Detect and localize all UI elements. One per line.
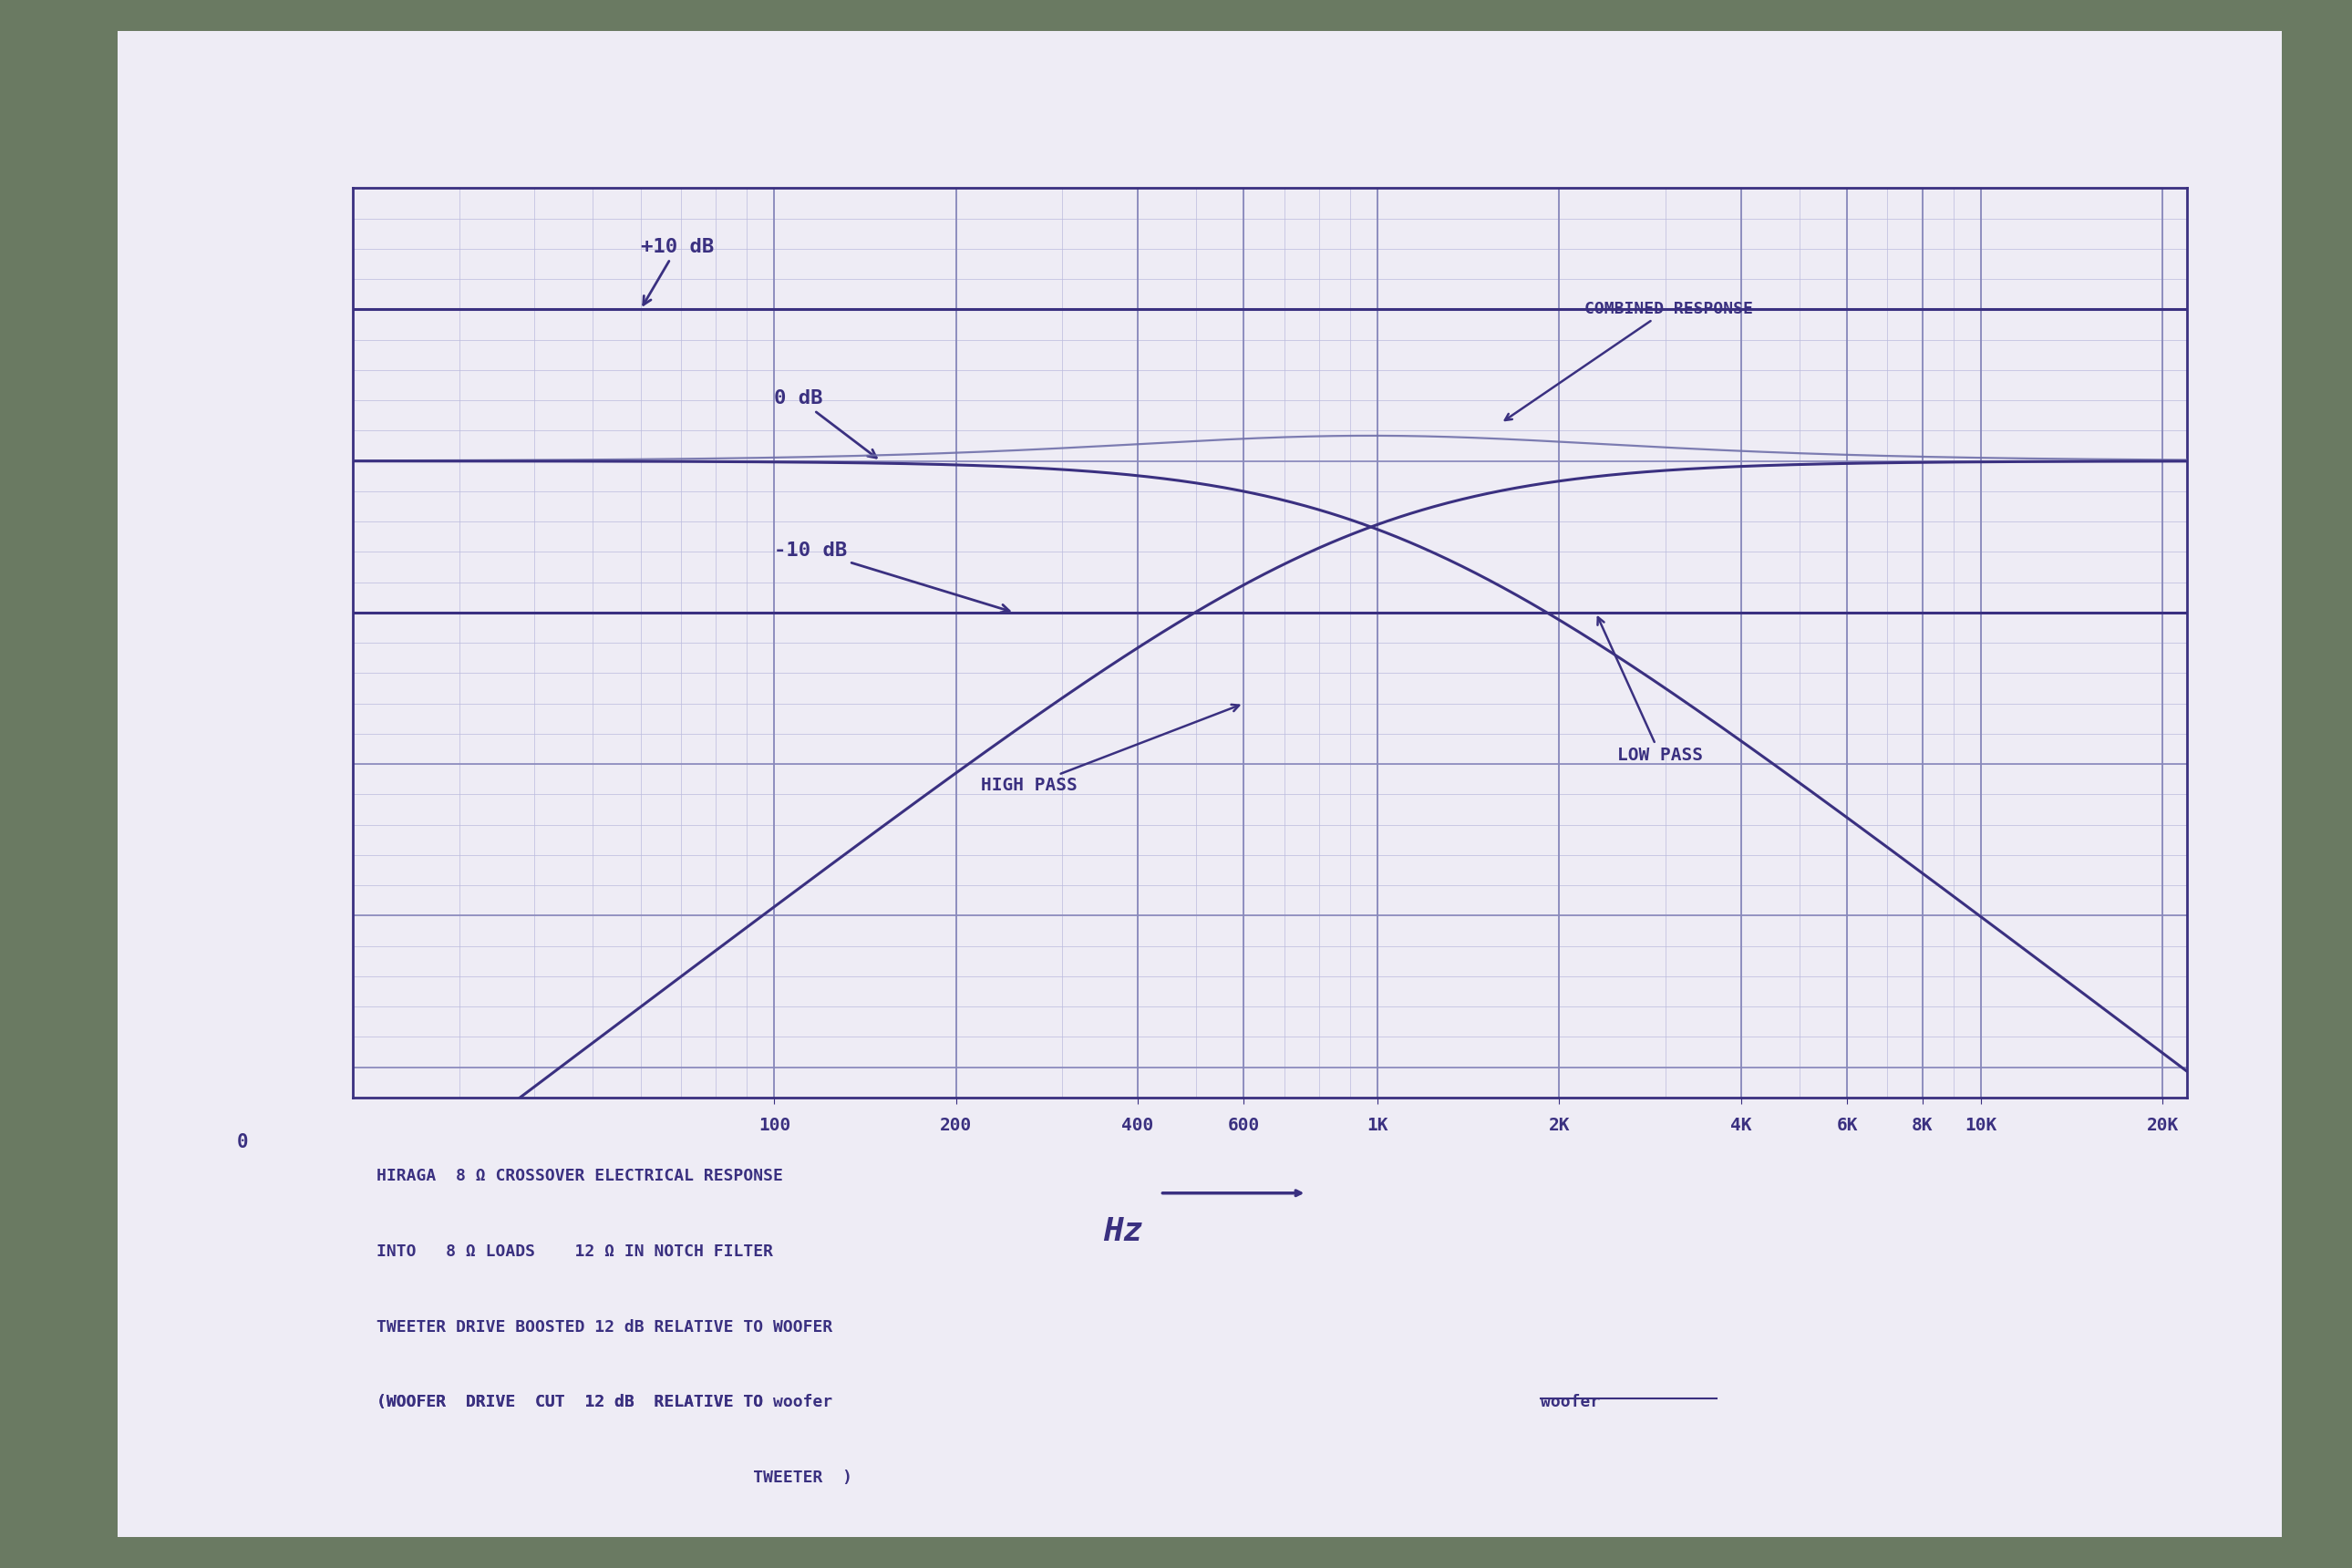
Text: HIGH PASS: HIGH PASS xyxy=(981,704,1240,795)
Text: TWEETER DRIVE BOOSTED 12 dB RELATIVE TO WOOFER: TWEETER DRIVE BOOSTED 12 dB RELATIVE TO … xyxy=(376,1319,833,1334)
Text: (WOOFER  DRIVE  CUT  12 dB  RELATIVE TO woofer: (WOOFER DRIVE CUT 12 dB RELATIVE TO woof… xyxy=(376,1394,833,1410)
Text: (WOOFER  DRIVE  CUT  12 dB  RELATIVE TO: (WOOFER DRIVE CUT 12 dB RELATIVE TO xyxy=(376,1394,774,1410)
Text: woofer: woofer xyxy=(1541,1394,1599,1410)
Text: TWEETER  ): TWEETER ) xyxy=(376,1469,851,1485)
Text: INTO   8 Ω LOADS    12 Ω IN NOTCH FILTER: INTO 8 Ω LOADS 12 Ω IN NOTCH FILTER xyxy=(376,1243,774,1259)
Text: HIRAGA  8 Ω CROSSOVER ELECTRICAL RESPONSE: HIRAGA 8 Ω CROSSOVER ELECTRICAL RESPONSE xyxy=(376,1168,783,1184)
Text: -10 dB: -10 dB xyxy=(774,541,1009,613)
Text: 0: 0 xyxy=(238,1134,249,1151)
Text: Hz: Hz xyxy=(1103,1215,1143,1247)
Text: 0 dB: 0 dB xyxy=(774,390,877,458)
Text: +10 dB: +10 dB xyxy=(640,238,713,304)
Text: COMBINED RESPONSE: COMBINED RESPONSE xyxy=(1505,301,1752,420)
Text: LOW PASS: LOW PASS xyxy=(1597,618,1703,764)
